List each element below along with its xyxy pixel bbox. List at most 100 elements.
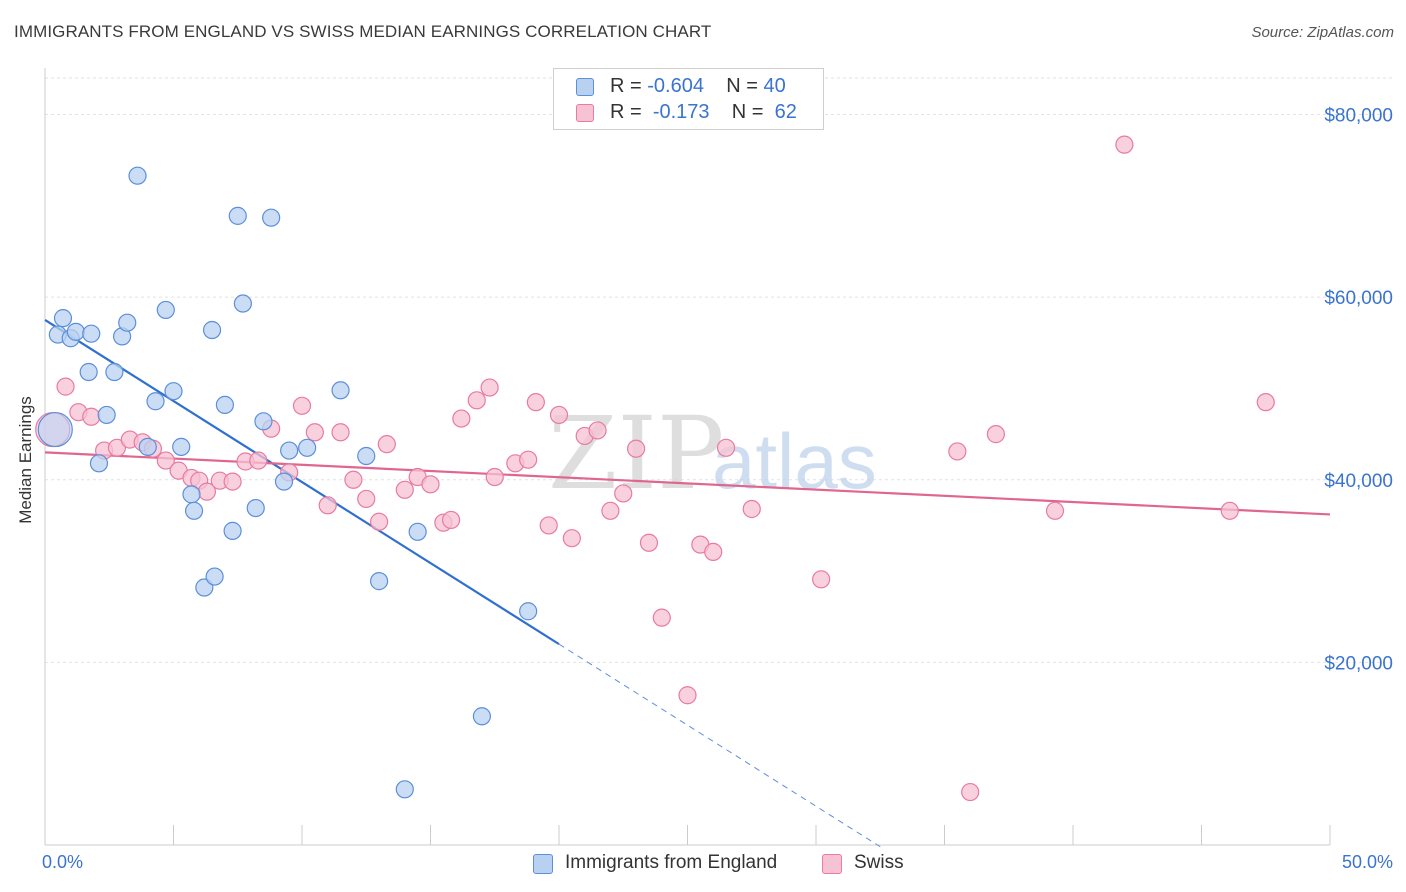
england-point [53,309,73,328]
swiss-point [1220,501,1239,520]
england-point [223,521,242,540]
england-point [370,572,389,591]
swiss-point [331,423,350,442]
legend-r-value: -0.604 [647,75,704,97]
england-point [408,522,427,541]
swiss-point [526,393,545,412]
england-point [128,166,147,185]
england-point [331,381,350,400]
legend-n-value: 62 [774,101,797,123]
england-point [184,501,204,520]
legend-swatch [822,854,842,874]
swiss-point [716,438,736,457]
legend-n-label: N = [731,101,764,123]
swiss-point [377,435,396,454]
england-point [519,602,538,621]
england-point [66,322,85,341]
swiss-point [601,501,620,520]
y-tick-label: $40,000 [1324,471,1393,492]
swiss-point [549,405,569,425]
swiss-point [639,533,659,552]
trend-extension-0 [558,643,881,848]
swiss-point [562,529,581,548]
england-point [138,437,157,456]
england-point [82,324,101,343]
england-point [262,208,281,227]
legend-swatch-swiss [576,104,594,122]
swiss-point [1115,135,1134,154]
swiss-point [742,499,761,519]
legend-r-label: R = [610,101,642,123]
england-point [79,362,98,382]
y-tick-label: $20,000 [1324,653,1393,674]
swiss-point [614,484,633,503]
england-point [105,362,124,382]
y-tick-label: $80,000 [1324,106,1393,127]
england-point [172,437,191,456]
england-point [215,395,234,414]
source-label: Source: ZipAtlas.com [1251,24,1394,41]
legend-n-label: N = [726,75,758,97]
swiss-point [82,407,101,426]
swiss-point [370,512,389,531]
swiss-point [395,480,414,499]
swiss-point [1256,393,1275,412]
swiss-point [986,425,1006,444]
correlation-legend: R = -0.604 N = 40 R = -0.173 N = 62 [553,68,824,130]
swiss-point [107,438,127,457]
england-point [274,472,294,491]
england-point [357,446,376,466]
legend-r-label: R = [610,75,642,97]
england-point [202,320,222,340]
swiss-point [357,489,376,509]
swiss-point [318,496,337,515]
england-point [97,405,116,425]
legend-swatch [533,854,553,874]
swiss-point [704,542,723,561]
england-point [395,780,414,799]
swiss-point [961,782,980,802]
chart-title: IMMIGRANTS FROM ENGLAND VS SWISS MEDIAN … [14,22,712,41]
england-point [205,567,224,586]
england-point [472,707,491,726]
swiss-point [812,570,831,589]
y-tick-labels: $20,000 $40,000 $60,000 $80,000 [1324,106,1393,675]
legend-n-value: 40 [763,75,786,97]
swiss-point [249,451,268,470]
y-axis-title: Median Earnings [16,396,35,524]
swiss-point [305,423,324,442]
england-point [246,498,265,518]
swiss-point [156,451,175,470]
england-point [118,313,137,332]
swiss-point [292,396,312,415]
legend-label: Immigrants from England [565,852,778,873]
england-point [280,441,299,460]
england-point [228,206,247,225]
swiss-point [1045,501,1065,520]
watermark: ZIP atlas [548,395,877,512]
axes [44,68,1331,846]
swiss-point [56,377,75,396]
swiss-point [344,470,363,489]
swiss-point [441,510,461,530]
swiss-point [452,409,471,428]
legend-r-value: -0.173 [652,101,710,123]
swiss-point [948,442,967,461]
england-point [182,485,201,504]
swiss-point [421,475,440,494]
england-point [298,438,317,457]
england-point [146,392,165,411]
england-point [233,294,252,313]
x-tick-max: 50.0% [1341,852,1393,872]
swiss-point [485,467,504,487]
gridlines [45,77,1394,663]
england-point [37,411,73,448]
swiss-point [678,686,697,705]
swiss-point [626,439,646,458]
swiss-point [519,450,538,469]
legend-swatch-england [576,78,594,96]
england-point [254,412,273,431]
swiss-point [539,516,558,535]
england-point [164,382,183,401]
